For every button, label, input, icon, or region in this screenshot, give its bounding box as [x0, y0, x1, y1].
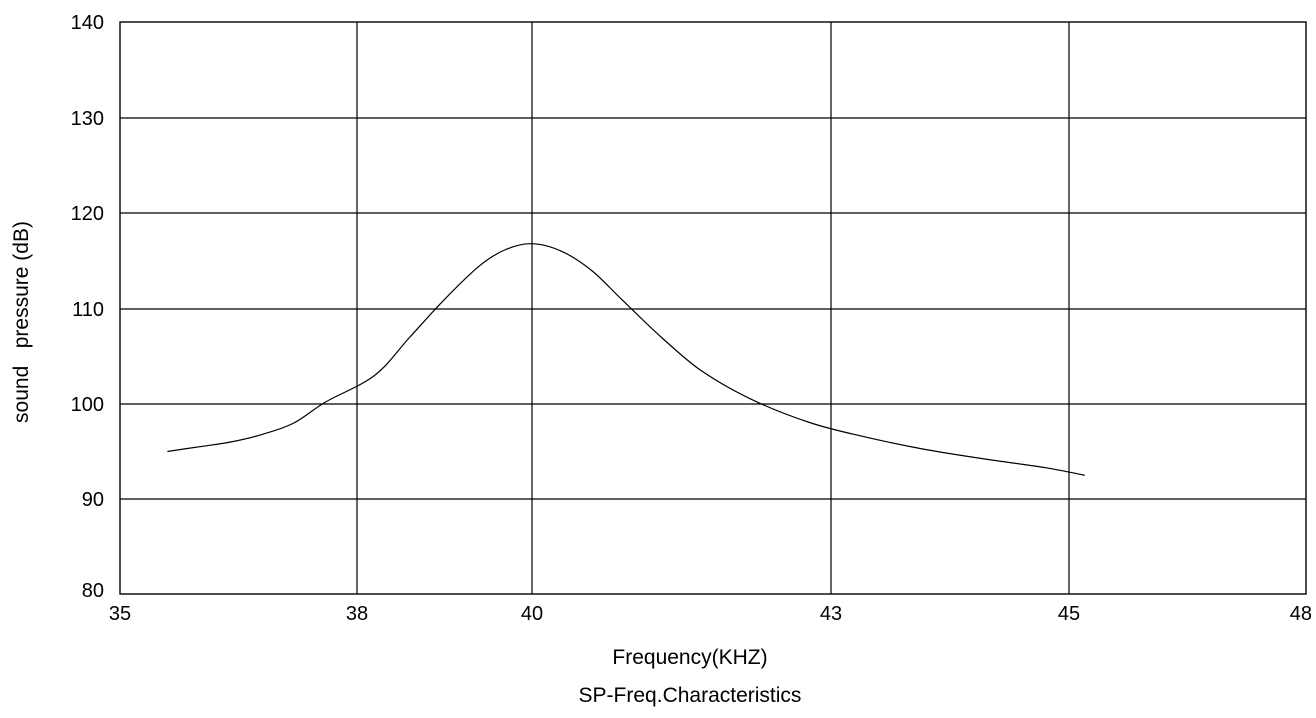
x-tick-label-48: 48 — [1290, 603, 1312, 625]
chart-title: SP-Freq.Characteristics — [579, 684, 802, 707]
y-tick-labels: 80 90 100 110 120 130 140 — [71, 12, 104, 602]
y-tick-label-120: 120 — [71, 203, 104, 225]
y-tick-label-140: 140 — [71, 12, 104, 34]
x-tick-label-45: 45 — [1058, 603, 1080, 625]
y-tick-label-130: 130 — [71, 108, 104, 130]
grid-lines — [120, 22, 1306, 594]
y-tick-label-110: 110 — [72, 299, 104, 321]
y-axis-label: sound pressure (dB) — [10, 221, 33, 423]
sound-pressure-curve — [167, 243, 1085, 476]
x-tick-label-35: 35 — [109, 603, 131, 625]
y-tick-label-80: 80 — [82, 580, 104, 602]
y-tick-label-90: 90 — [82, 489, 104, 511]
plot-frame — [119, 21, 1307, 595]
x-tick-label-40: 40 — [521, 603, 543, 625]
x-tick-label-43: 43 — [820, 603, 842, 625]
x-axis-label: Frequency(KHZ) — [612, 646, 767, 669]
y-tick-label-100: 100 — [71, 394, 104, 416]
x-tick-label-38: 38 — [346, 603, 368, 625]
x-tick-labels: 35 38 40 43 45 48 — [109, 603, 1312, 625]
